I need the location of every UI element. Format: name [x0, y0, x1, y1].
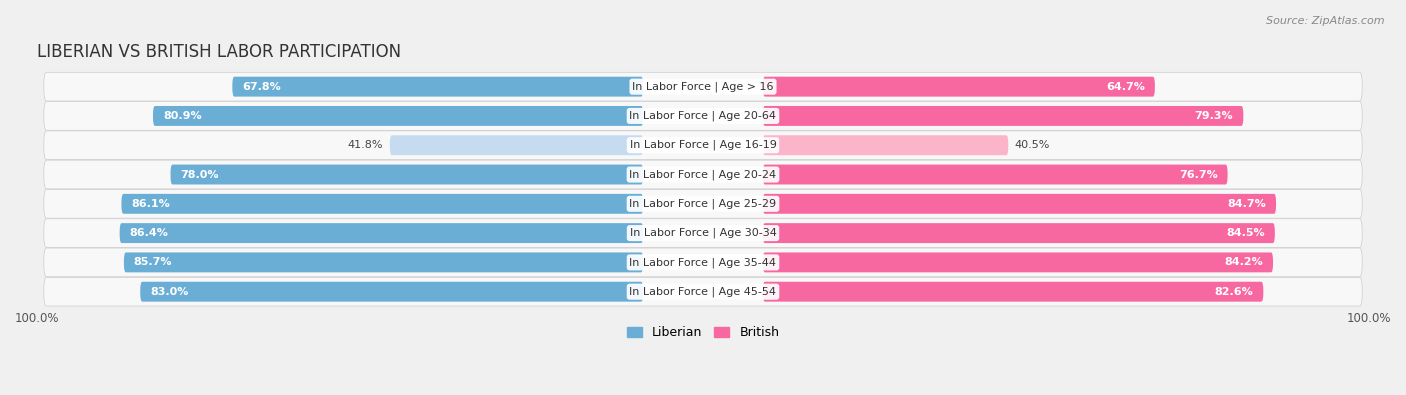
FancyBboxPatch shape	[763, 194, 1277, 214]
Text: 64.7%: 64.7%	[1107, 82, 1144, 92]
Text: 86.4%: 86.4%	[129, 228, 169, 238]
FancyBboxPatch shape	[763, 135, 1008, 155]
Text: 83.0%: 83.0%	[150, 287, 188, 297]
Text: 85.7%: 85.7%	[134, 258, 173, 267]
Text: 84.7%: 84.7%	[1227, 199, 1265, 209]
FancyBboxPatch shape	[763, 252, 1272, 273]
FancyBboxPatch shape	[44, 190, 1362, 218]
FancyBboxPatch shape	[44, 219, 1362, 247]
Text: 84.5%: 84.5%	[1226, 228, 1265, 238]
Text: 86.1%: 86.1%	[131, 199, 170, 209]
Text: 84.2%: 84.2%	[1225, 258, 1263, 267]
FancyBboxPatch shape	[763, 165, 1227, 184]
Text: In Labor Force | Age 20-24: In Labor Force | Age 20-24	[630, 169, 776, 180]
FancyBboxPatch shape	[763, 106, 1243, 126]
FancyBboxPatch shape	[44, 72, 1362, 101]
FancyBboxPatch shape	[124, 252, 643, 273]
FancyBboxPatch shape	[170, 165, 643, 184]
FancyBboxPatch shape	[153, 106, 643, 126]
Text: In Labor Force | Age 25-29: In Labor Force | Age 25-29	[630, 199, 776, 209]
FancyBboxPatch shape	[763, 223, 1275, 243]
FancyBboxPatch shape	[44, 277, 1362, 306]
Text: 76.7%: 76.7%	[1178, 169, 1218, 179]
FancyBboxPatch shape	[121, 194, 643, 214]
Text: 40.5%: 40.5%	[1015, 140, 1050, 150]
Text: Source: ZipAtlas.com: Source: ZipAtlas.com	[1267, 16, 1385, 26]
Legend: Liberian, British: Liberian, British	[621, 321, 785, 344]
Text: In Labor Force | Age 30-34: In Labor Force | Age 30-34	[630, 228, 776, 238]
FancyBboxPatch shape	[232, 77, 643, 97]
Text: 78.0%: 78.0%	[180, 169, 219, 179]
Text: 82.6%: 82.6%	[1215, 287, 1253, 297]
FancyBboxPatch shape	[389, 135, 643, 155]
Text: In Labor Force | Age 45-54: In Labor Force | Age 45-54	[630, 286, 776, 297]
FancyBboxPatch shape	[763, 77, 1154, 97]
FancyBboxPatch shape	[44, 160, 1362, 189]
FancyBboxPatch shape	[141, 282, 643, 302]
FancyBboxPatch shape	[120, 223, 643, 243]
Text: In Labor Force | Age 20-64: In Labor Force | Age 20-64	[630, 111, 776, 121]
Text: In Labor Force | Age 16-19: In Labor Force | Age 16-19	[630, 140, 776, 150]
Text: In Labor Force | Age 35-44: In Labor Force | Age 35-44	[630, 257, 776, 268]
FancyBboxPatch shape	[44, 248, 1362, 277]
Text: 79.3%: 79.3%	[1195, 111, 1233, 121]
Text: In Labor Force | Age > 16: In Labor Force | Age > 16	[633, 81, 773, 92]
Text: 41.8%: 41.8%	[347, 140, 384, 150]
FancyBboxPatch shape	[763, 282, 1264, 302]
FancyBboxPatch shape	[44, 131, 1362, 160]
Text: LIBERIAN VS BRITISH LABOR PARTICIPATION: LIBERIAN VS BRITISH LABOR PARTICIPATION	[37, 43, 401, 61]
Text: 67.8%: 67.8%	[242, 82, 281, 92]
Text: 80.9%: 80.9%	[163, 111, 201, 121]
FancyBboxPatch shape	[44, 102, 1362, 130]
